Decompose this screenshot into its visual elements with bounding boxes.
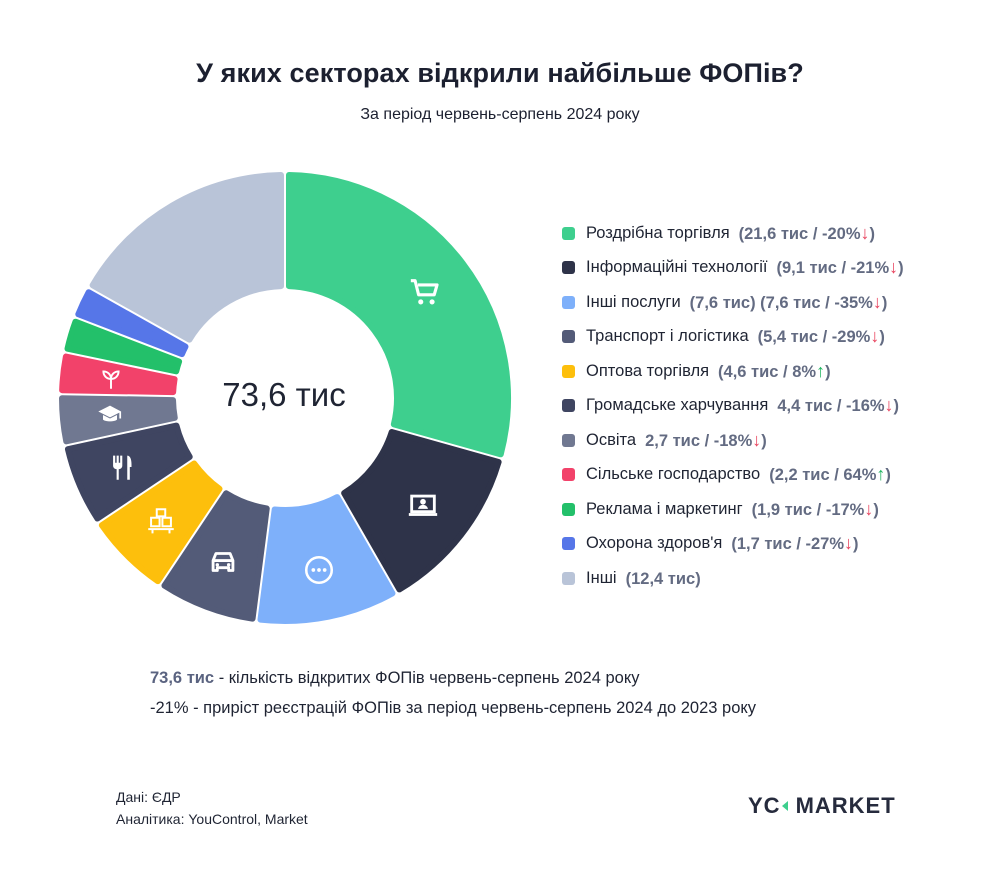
legend-label: Роздрібна торгівля [586,223,730,242]
boxes-icon [144,505,178,539]
legend-label: Інформаційні технології [586,258,768,277]
legend-item: Транспорт і логістика (5,4 тис / -29%↓) [562,320,904,355]
legend-label: Сільське господарство [586,465,761,484]
laptop-user-icon [406,489,440,523]
graduation-cap-icon [93,398,127,432]
shopping-cart-icon [408,275,442,309]
legend-swatch [562,571,575,585]
arrow-icon: ↑ [816,360,826,381]
legend-swatch [562,364,575,378]
arrow-icon: ↓ [872,291,882,312]
arrow-icon: ↓ [884,395,894,416]
legend-item: Громадське харчування 4,4 тис / -16%↓) [562,389,904,424]
legend-item: Охорона здоров'я (1,7 тис / -27%↓) [562,527,904,562]
chart-title: У яких секторах відкрили найбільше ФОПів… [196,58,804,88]
legend-item: Оптова торгівля (4,6 тис / 8%↑) [562,354,904,389]
legend-item: Освіта 2,7 тис / -18%↓) [562,423,904,458]
arrow-icon: ↓ [752,429,762,450]
more-dots-icon [302,553,336,587]
footnotes: 73,6 тис - кількість відкритих ФОПів чер… [150,667,756,727]
sprout-icon [94,362,128,396]
legend-item: Сільське господарство (2,2 тис / 64%↑) [562,458,904,493]
legend-label: Громадське харчування [586,396,769,415]
legend-value: (1,7 тис / -27%↓) [731,533,859,554]
donut-chart [59,172,511,624]
legend-value: (21,6 тис / -20%↓) [738,222,876,243]
arrow-icon: ↑ [876,464,886,485]
chart-subtitle: За період червень-серпень 2024 року [360,106,640,123]
legend-label: Оптова торгівля [586,361,710,380]
legend-swatch [562,295,575,309]
source-data: Дані: ЄДР [116,789,181,805]
donut-segment [89,172,285,343]
arrow-icon: ↓ [844,533,854,554]
legend-swatch [562,502,575,516]
donut-segment [64,318,183,375]
legend-swatch [562,399,575,413]
legend-swatch [562,226,575,240]
legend-value: (9,1 тис / -21%↓) [776,257,904,278]
footnote-total-value: 73,6 тис [150,669,215,687]
donut-segment [285,172,511,458]
legend-label: Реклама і маркетинг [586,499,743,518]
sources: Дані: ЄДР Аналітика: YouControl, Market [116,788,308,832]
legend-value: (12,4 тис) [625,569,701,588]
legend-label: Транспорт і логістика [586,327,749,346]
legend-label: Охорона здоров'я [586,534,723,553]
yc-market-logo: YC MARKET [748,793,896,818]
donut-center-total: 73,6 тис [222,376,346,413]
legend-swatch [562,433,575,447]
legend-label: Інші [586,568,617,587]
legend-value: (2,2 тис / 64%↑) [769,464,891,485]
arrow-icon: ↓ [870,326,880,347]
donut-segment [75,289,189,358]
legend-item: Реклама і маркетинг (1,9 тис / -17%↓) [562,492,904,527]
donut-segment [59,395,178,445]
legend-item: Інші послуги (7,6 тис) (7,6 тис / -35%↓) [562,285,904,320]
arrow-icon: ↓ [860,222,870,243]
chart-legend: Роздрібна торгівля (21,6 тис / -20%↓) Інф… [562,216,904,596]
legend-item: Інформаційні технології (9,1 тис / -21%↓) [562,251,904,286]
logo-mark-icon [781,801,788,811]
arrow-icon: ↓ [864,498,874,519]
legend-item: Інші (12,4 тис) [562,561,904,596]
legend-swatch [562,468,575,482]
legend-swatch [562,537,575,551]
legend-value: (7,6 тис) (7,6 тис / -35%↓) [689,291,888,312]
footnote-total: 73,6 тис - кількість відкритих ФОПів чер… [150,669,640,687]
legend-label: Освіта [586,430,637,449]
legend-value: 2,7 тис / -18%↓) [645,429,767,450]
legend-swatch [562,261,575,275]
legend-swatch [562,330,575,344]
arrow-icon: ↓ [889,257,899,278]
legend-label: Інші послуги [586,292,681,311]
legend-item: Роздрібна торгівля (21,6 тис / -20%↓) [562,216,904,251]
car-icon [206,545,240,579]
legend-value: (1,9 тис / -17%↓) [751,498,879,519]
source-analytics: Аналітика: YouControl, Market [116,811,308,827]
fork-knife-icon [106,450,140,484]
legend-value: 4,4 тис / -16%↓) [777,395,900,416]
legend-value: (4,6 тис / 8%↑) [718,360,831,381]
legend-value: (5,4 тис / -29%↓) [757,326,885,347]
donut-segment [98,460,223,585]
footnote-growth: -21% - приріст реєстрацій ФОПів за періо… [150,699,757,717]
